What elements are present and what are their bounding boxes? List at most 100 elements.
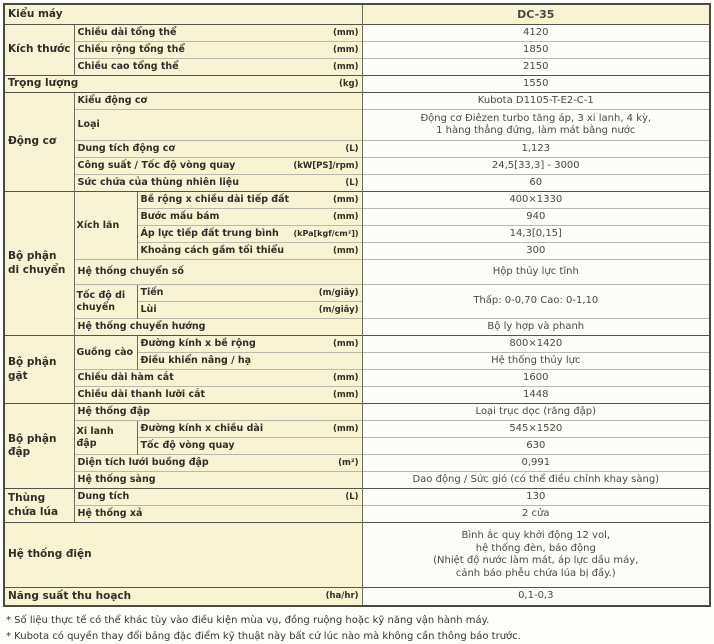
row-sieve: Hệ thống sàng Dao động / Sức gió (có thể… <box>4 472 710 489</box>
dim-length-label: Chiều dài tổng thể(mm) <box>74 25 362 42</box>
engine-displacement-value: 1,123 <box>362 141 710 158</box>
engine-type-label: Loại <box>74 110 362 141</box>
row-engine-type: Loại Động cơ Điêzen turbo tăng áp, 3 xi … <box>4 110 710 141</box>
electrical-label: Hệ thống điện <box>4 523 362 588</box>
concave-area-label: Diện tích lưới buồng đập(m²) <box>74 455 362 472</box>
cutting-width-value: 1600 <box>362 370 710 387</box>
steering-value: Bộ ly hợp và phanh <box>362 319 710 336</box>
row-crawler-contact: Bộ phận di chuyển Xích lăn Bề rộng x chi… <box>4 192 710 209</box>
reel-lift-value: Hệ thống thủy lực <box>362 353 710 370</box>
cylinder-group-label: Xi lanh đập <box>74 421 137 455</box>
concave-area-value: 0,991 <box>362 455 710 472</box>
dim-length-value: 4120 <box>362 25 710 42</box>
crawler-contact-value: 400×1330 <box>362 192 710 209</box>
cylinder-size-label: Đường kính x chiều dài(mm) <box>137 421 362 438</box>
model-label: Kiểu máy <box>4 4 362 25</box>
tank-capacity-label: Dung tích(L) <box>74 489 362 506</box>
row-engine-displacement: Dung tích động cơ(L) 1,123 <box>4 141 710 158</box>
crawler-pressure-label: Áp lực tiếp đất trung bình(kPa[kgf/cm²]) <box>137 226 362 243</box>
sieve-label: Hệ thống sàng <box>74 472 362 489</box>
crawler-lug-value: 940 <box>362 209 710 226</box>
engine-fuel-value: 60 <box>362 175 710 192</box>
threshing-system-label: Hệ thống đập <box>74 404 362 421</box>
engine-power-label: Công suất / Tốc độ vòng quay(kW[PS]/rpm) <box>74 158 362 175</box>
model-value: DC-35 <box>362 4 710 25</box>
row-dim-height: Chiều cao tổng thể(mm) 2150 <box>4 59 710 76</box>
row-tank-capacity: Thùng chứa lúa Dung tích(L) 130 <box>4 489 710 506</box>
weight-label: Trọng lượng(kg) <box>4 76 362 93</box>
engine-category: Động cơ <box>4 93 74 192</box>
crawler-clearance-value: 300 <box>362 243 710 260</box>
footnotes: * Số liệu thực tế có thể khác tùy vào đi… <box>6 613 714 644</box>
drive-category: Bộ phận di chuyển <box>4 192 74 336</box>
tank-discharge-label: Hệ thống xả <box>74 506 362 523</box>
reel-lift-label: Điều khiển nâng / hạ <box>137 353 362 370</box>
weight-value: 1550 <box>362 76 710 93</box>
row-weight: Trọng lượng(kg) 1550 <box>4 76 710 93</box>
cylinder-rpm-label: Tốc độ vòng quay <box>137 438 362 455</box>
yield-label: Năng suất thu hoạch(ha/hr) <box>4 588 362 607</box>
steering-label: Hệ thống chuyển hướng <box>74 319 362 336</box>
row-concave-area: Diện tích lưới buồng đập(m²) 0,991 <box>4 455 710 472</box>
engine-model-value: Kubota D1105-T-E2-C-1 <box>362 93 710 110</box>
dim-width-value: 1850 <box>362 42 710 59</box>
footnote-1: * Số liệu thực tế có thể khác tùy vào đi… <box>6 613 714 629</box>
transmission-value: Hộp thủy lực tĩnh <box>362 260 710 285</box>
cylinder-rpm-value: 630 <box>362 438 710 455</box>
row-transmission: Hệ thống chuyển số Hộp thủy lực tĩnh <box>4 260 710 285</box>
reel-group-label: Guồng cào <box>74 336 137 370</box>
row-cylinder-size: Xi lanh đập Đường kính x chiều dài(mm) 5… <box>4 421 710 438</box>
engine-type-value: Động cơ Điêzen turbo tăng áp, 3 xi lanh,… <box>362 110 710 141</box>
row-cutter-bar: Chiều dài thanh lưỡi cắt(mm) 1448 <box>4 387 710 404</box>
engine-model-label: Kiểu động cơ <box>74 93 362 110</box>
reel-size-label: Đường kính x bề rộng(mm) <box>137 336 362 353</box>
spec-table: Kiểu máy DC-35 Kích thước Chiều dài tổng… <box>3 3 711 607</box>
row-threshing-system: Bộ phận đập Hệ thống đập Loại trục dọc (… <box>4 404 710 421</box>
electrical-value: Bình ắc quy khởi động 12 vol, hệ thống đ… <box>362 523 710 588</box>
grain-tank-category: Thùng chứa lúa <box>4 489 74 523</box>
row-dim-width: Chiều rộng tổng thể(mm) 1850 <box>4 42 710 59</box>
row-reel-size: Bộ phận gặt Guồng cào Đường kính x bề rộ… <box>4 336 710 353</box>
reel-size-value: 800×1420 <box>362 336 710 353</box>
dim-height-label: Chiều cao tổng thể(mm) <box>74 59 362 76</box>
crawler-pressure-value: 14,3[0,15] <box>362 226 710 243</box>
cutter-bar-label: Chiều dài thanh lưỡi cắt(mm) <box>74 387 362 404</box>
dimensions-category: Kích thước <box>4 25 74 76</box>
row-tank-discharge: Hệ thống xả 2 cửa <box>4 506 710 523</box>
row-engine-fuel: Sức chứa của thùng nhiên liệu(L) 60 <box>4 175 710 192</box>
row-model: Kiểu máy DC-35 <box>4 4 710 25</box>
cutting-width-label: Chiều dài hàm cắt(mm) <box>74 370 362 387</box>
engine-power-value: 24,5[33,3] - 3000 <box>362 158 710 175</box>
footnote-2: * Kubota có quyền thay đổi bảng đặc điểm… <box>6 629 714 644</box>
speed-forward-label: Tiến(m/giây) <box>137 285 362 302</box>
dim-width-label: Chiều rộng tổng thể(mm) <box>74 42 362 59</box>
crawler-clearance-label: Khoảng cách gầm tối thiểu(mm) <box>137 243 362 260</box>
engine-fuel-label: Sức chứa của thùng nhiên liệu(L) <box>74 175 362 192</box>
row-steering: Hệ thống chuyển hướng Bộ ly hợp và phanh <box>4 319 710 336</box>
crawler-group-label: Xích lăn <box>74 192 137 260</box>
cutter-bar-value: 1448 <box>362 387 710 404</box>
row-yield: Năng suất thu hoạch(ha/hr) 0,1-0,3 <box>4 588 710 607</box>
transmission-label: Hệ thống chuyển số <box>74 260 362 285</box>
yield-value: 0,1-0,3 <box>362 588 710 607</box>
tank-capacity-value: 130 <box>362 489 710 506</box>
row-dim-length: Kích thước Chiều dài tổng thể(mm) 4120 <box>4 25 710 42</box>
threshing-category: Bộ phận đập <box>4 404 74 489</box>
sieve-value: Dao động / Sức gió (có thể điều chỉnh kh… <box>362 472 710 489</box>
dim-height-value: 2150 <box>362 59 710 76</box>
cylinder-size-value: 545×1520 <box>362 421 710 438</box>
crawler-contact-label: Bề rộng x chiều dài tiếp đất(mm) <box>137 192 362 209</box>
harvesting-category: Bộ phận gặt <box>4 336 74 404</box>
row-cutting-width: Chiều dài hàm cắt(mm) 1600 <box>4 370 710 387</box>
speed-group-label: Tốc độ di chuyển <box>74 285 137 319</box>
row-speed-forward: Tốc độ di chuyển Tiến(m/giây) Thấp: 0-0,… <box>4 285 710 302</box>
speed-reverse-label: Lùi(m/giây) <box>137 302 362 319</box>
threshing-system-value: Loại trục dọc (răng đập) <box>362 404 710 421</box>
tank-discharge-value: 2 cửa <box>362 506 710 523</box>
row-engine-power: Công suất / Tốc độ vòng quay(kW[PS]/rpm)… <box>4 158 710 175</box>
crawler-lug-label: Bước mấu bám(mm) <box>137 209 362 226</box>
row-electrical: Hệ thống điện Bình ắc quy khởi động 12 v… <box>4 523 710 588</box>
engine-displacement-label: Dung tích động cơ(L) <box>74 141 362 158</box>
row-engine-model: Động cơ Kiểu động cơ Kubota D1105-T-E2-C… <box>4 93 710 110</box>
speed-value: Thấp: 0-0,70 Cao: 0-1,10 <box>362 285 710 319</box>
